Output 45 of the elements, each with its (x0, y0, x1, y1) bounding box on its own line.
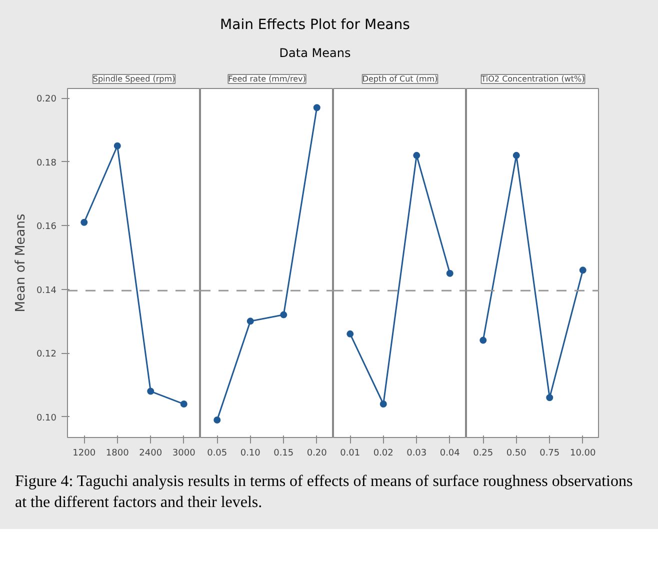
chart-title: Spindle Speed (rpm) (92, 74, 176, 84)
point (180, 400, 188, 408)
point (114, 142, 121, 150)
x-tick-label: 1800 (106, 448, 130, 459)
x-tick-label: 0.01 (340, 448, 360, 459)
y-tick-label: 0.16 (36, 222, 57, 232)
y-tick-label: 0.10 (36, 413, 57, 424)
point (446, 270, 454, 277)
point (579, 266, 586, 274)
point (214, 416, 221, 424)
y-tick-label: 0.20 (36, 94, 57, 105)
y-axis-title: Mean of Means (13, 214, 28, 312)
point (480, 336, 487, 344)
y-tick-label: 0.18 (36, 158, 57, 168)
x-tick-label: 0.50 (506, 448, 527, 459)
x-tick-label: 0.02 (373, 448, 394, 459)
x-tick-label: 1200 (72, 448, 96, 459)
point (413, 152, 420, 160)
caption: Figure 4: Taguchi analysis results in terms of effects of means of surface roughness observations at the different factors and their levels. (15, 472, 634, 513)
x-tick-label: 0.20 (306, 448, 328, 459)
x-tick-label: 0.10 (240, 448, 261, 459)
y-tick-label: 0.12 (36, 350, 57, 360)
point (80, 219, 88, 226)
x-tick-label: 0.04 (440, 448, 460, 459)
x-tick-label: 0.15 (274, 448, 294, 459)
point (346, 330, 354, 338)
point (280, 311, 288, 318)
chart-title: Feed rate (mm/rev) (228, 74, 306, 84)
x-tick-label: 2400 (139, 448, 162, 459)
point (512, 152, 520, 160)
x-tick-label: 0.25 (473, 448, 494, 459)
point (380, 400, 387, 408)
point (546, 394, 554, 402)
x-tick-label: 0.05 (207, 448, 228, 459)
text: Data Means (279, 45, 351, 62)
x-tick-label: 10.00 (570, 448, 596, 459)
chart-title: Depth of Cut (mm) (362, 74, 438, 84)
x-tick-label: 0.75 (540, 448, 560, 459)
point (246, 318, 254, 325)
y-tick-label: 0.14 (36, 286, 57, 296)
point (313, 104, 320, 112)
x-tick-label: 3000 (172, 448, 196, 459)
point (147, 388, 154, 395)
text: Main Effects Plot for Means (220, 16, 410, 35)
x-tick-label: 0.03 (406, 448, 427, 459)
